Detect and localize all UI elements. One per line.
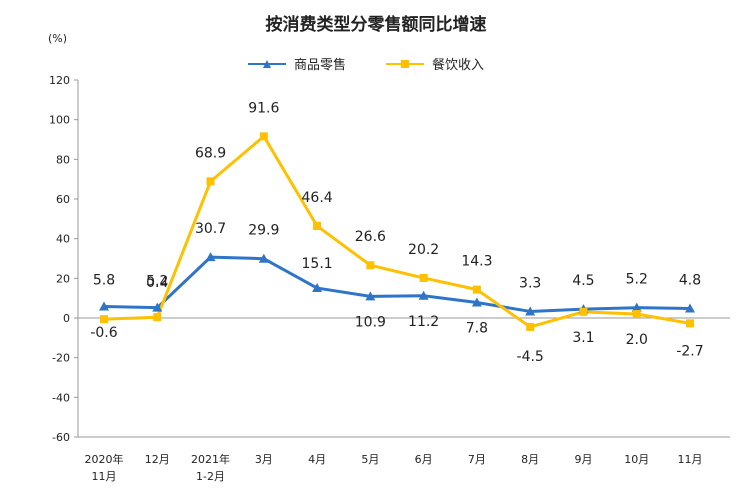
data-label-retail: 5.2 [146,274,168,290]
series-line-retail [103,255,691,313]
y-tick-label: -60 [52,431,70,444]
data-point-catering [632,310,641,319]
data-point-retail [99,301,109,311]
data-point-catering [579,307,588,316]
x-tick-label: 6月 [415,453,433,466]
x-tick-label: 12月 [145,453,170,466]
y-tick-label: -20 [52,352,70,365]
y-axis-unit: (%) [48,32,68,45]
data-label-retail: 15.1 [302,256,333,272]
data-point-retail [258,253,269,263]
y-tick-label: 20 [56,272,70,285]
legend-label-catering: 餐饮收入 [432,58,485,73]
data-label-catering: -0.6 [90,325,117,341]
y-tick-label: 120 [49,74,70,87]
x-tick-label: 5月 [361,453,379,466]
data-point-catering [259,132,268,141]
data-point-catering [313,221,322,230]
data-label-retail: 3.3 [519,275,541,291]
data-point-catering [472,285,481,294]
data-label-catering: -2.7 [676,343,703,359]
data-label-retail: 4.5 [572,273,594,289]
data-label-catering: 14.3 [461,254,492,270]
chart-title: 按消费类型分零售额同比增速 [265,15,487,35]
legend-label-retail: 商品零售 [294,58,347,73]
legend-item-catering: 餐饮收入 [386,54,484,73]
data-point-catering [366,261,375,270]
data-point-catering [686,319,694,328]
data-label-catering: 3.1 [572,330,594,346]
x-tick-label: 2021年 [191,452,230,466]
y-tick-label: 60 [56,193,70,206]
data-point-retail [685,303,695,313]
data-label-catering: 68.9 [195,145,226,161]
data-label-retail: 7.8 [466,321,488,337]
legend-item-retail: 商品零售 [248,54,346,73]
data-point-retail [205,252,216,262]
x-tick-label: 2020年 [85,452,124,466]
x-tick-label: 3月 [255,453,273,466]
y-tick-label: 80 [56,153,70,166]
data-label-catering: 46.4 [302,190,333,206]
data-label-retail: 10.9 [355,314,386,330]
x-tick-label: 10月 [624,453,649,466]
data-point-catering [526,322,535,331]
y-tick-label: 40 [56,233,70,246]
data-label-catering: 20.2 [408,242,439,258]
x-tick-label: 11月 [678,453,703,466]
x-tick-label: 11月 [92,470,117,483]
y-tick-label: 100 [49,114,70,127]
data-point-retail [471,297,482,307]
data-label-catering: -4.5 [517,349,544,365]
data-point-catering [206,177,215,186]
x-tick-label: 7月 [468,453,486,466]
legend: 商品零售 餐饮收入 [248,54,484,73]
data-label-retail: 29.9 [248,223,279,239]
data-point-catering [419,273,428,282]
x-tick-label: 9月 [574,453,592,466]
data-label-retail: 5.8 [93,272,115,288]
data-label-catering: 2.0 [626,332,648,348]
data-label-catering: 0.4 [146,275,168,291]
data-point-retail [152,302,163,312]
legend-swatch-catering [386,59,425,69]
data-label-retail: 4.8 [679,272,701,288]
data-point-retail [312,283,323,293]
legend-swatch-retail [248,59,286,69]
y-tick-label: 0 [63,312,70,325]
x-tick-label: 4月 [308,453,326,466]
data-point-catering [100,315,108,324]
data-label-retail: 11.2 [408,314,439,330]
x-tick-label: 8月 [521,453,539,466]
data-point-catering [153,313,162,322]
data-point-retail [525,306,536,316]
data-point-retail [365,291,376,301]
data-label-retail: 30.7 [195,221,226,237]
data-label-catering: 91.6 [248,100,279,116]
y-tick-label: -40 [52,391,70,404]
data-label-retail: 5.2 [626,272,648,288]
data-point-retail [631,302,642,312]
data-label-catering: 26.6 [355,229,386,245]
data-point-retail [418,290,429,300]
x-tick-label: 1-2月 [196,470,225,483]
series-line-catering [103,134,691,329]
